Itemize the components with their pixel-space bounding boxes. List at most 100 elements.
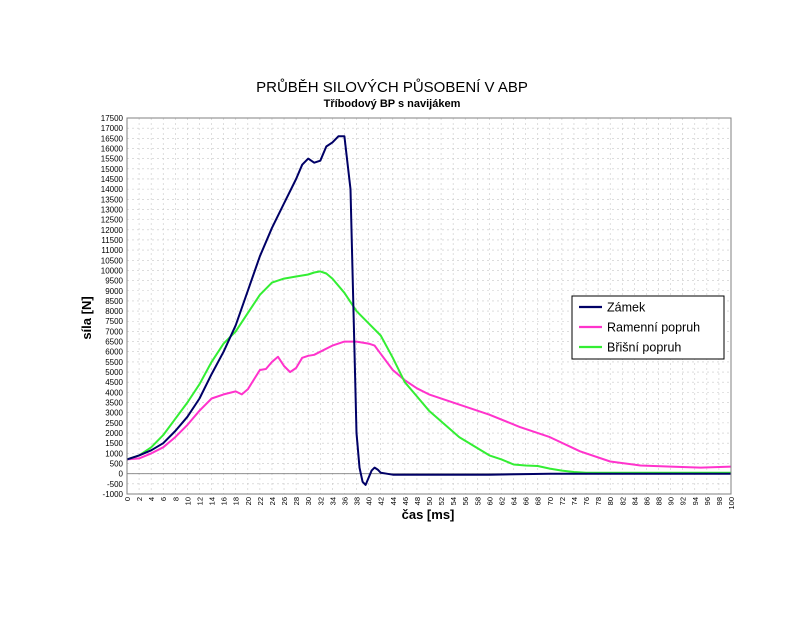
x-tick-label: 100 [727,497,736,510]
y-tick-label: 10500 [101,256,124,265]
x-tick-label: 56 [461,497,470,505]
y-tick-label: 7500 [105,317,123,326]
y-tick-label: 500 [110,460,124,469]
gridlines [126,117,732,495]
legend-label: Břišní popruh [607,341,681,355]
plot-frame [126,117,732,495]
y-tick-label: 4500 [105,378,123,387]
x-tick-label: 78 [594,497,603,505]
x-tick-label: 70 [546,497,555,505]
x-tick-label: 88 [655,497,664,505]
x-tick-label: 20 [244,497,253,505]
series-layer [126,135,732,486]
y-tick-label: 14000 [101,185,124,194]
y-tick-label: 14500 [101,175,124,184]
x-tick-label: 12 [195,497,204,505]
series-line-2 [126,340,732,469]
chart-subtitle: Tříbodový BP s navijákem [324,98,461,110]
y-tick-label: 9000 [105,287,123,296]
x-tick-label: 18 [232,497,241,505]
y-tick-label: -500 [107,480,124,489]
y-tick-label: 8500 [105,297,123,306]
x-tick-label: 64 [510,497,519,505]
x-tick-label: 50 [425,497,434,505]
chart-title: PRŮBĚH SILOVÝCH PŮSOBENÍ V ABP [256,78,528,96]
y-tick-label: 11500 [101,236,123,245]
x-tick-label: 16 [220,497,229,505]
y-tick-label: 15500 [101,155,124,164]
y-tick-label: 6000 [105,348,123,357]
x-tick-label: 86 [642,497,651,505]
x-tick-label: 60 [485,497,494,505]
x-tick-label: 46 [401,497,410,505]
x-tick-label: 84 [630,497,639,505]
y-tick-label: 3000 [105,409,123,418]
x-tick-label: 68 [534,497,543,505]
y-tick-label: 5500 [105,358,123,367]
x-tick-label: 0 [123,497,132,501]
x-tick-label: 76 [582,497,591,505]
x-tick-label: 10 [183,497,192,505]
x-tick-label: 22 [256,497,265,505]
x-tick-label: 72 [558,497,567,505]
y-tick-label: 2500 [105,419,123,428]
y-tick-label: 3500 [105,399,123,408]
x-tick-label: 74 [570,497,579,505]
x-tick-label: 34 [328,497,337,505]
y-tick-label: 10000 [101,266,124,275]
y-tick-label: 17000 [101,124,124,133]
y-tick-label: 16000 [101,144,124,153]
x-tick-label: 32 [316,497,325,505]
x-axis-ticks: 0 2 4 6 8 10 12 14 16 18 20 22 24 26 28 30 32 34 36 38 40 42 4… [123,497,736,510]
x-tick-label: 80 [606,497,615,505]
x-tick-label: 92 [679,497,688,505]
x-tick-label: 8 [171,497,180,501]
x-tick-label: 66 [522,497,531,505]
y-tick-label: 13000 [101,205,124,214]
x-tick-label: 94 [691,497,700,505]
series-line-3 [126,270,731,474]
x-tick-label: 36 [340,497,349,505]
series-line-1 [126,135,731,486]
y-tick-label: 16500 [101,134,124,143]
y-tick-label: 9500 [105,277,123,286]
y-tick-label: 12000 [101,226,124,235]
x-tick-label: 38 [353,497,362,505]
y-tick-label: 8000 [105,307,123,316]
x-axis-label: čas [ms] [402,507,455,522]
y-tick-label: -1000 [103,490,124,499]
legend: Zámek Ramenní popruh Břišní popruh [571,295,725,360]
x-tick-label: 44 [389,497,398,505]
y-tick-label: 0 [119,470,124,479]
y-tick-label: 12500 [101,216,124,225]
x-tick-label: 40 [365,497,374,505]
x-tick-label: 6 [159,497,168,501]
x-tick-label: 14 [208,497,217,505]
x-tick-label: 28 [292,497,301,505]
x-tick-label: 52 [437,497,446,505]
x-tick-label: 96 [703,497,712,505]
y-tick-label: 6500 [105,338,123,347]
x-tick-label: 82 [618,497,627,505]
legend-label: Zámek [607,301,646,315]
x-tick-label: 54 [449,497,458,505]
legend-label: Ramenní popruh [607,321,700,335]
x-tick-label: 4 [147,497,156,501]
y-tick-label: 17500 [101,114,124,123]
y-axis-label: síla [N] [79,296,94,339]
x-tick-label: 30 [304,497,313,505]
x-tick-label: 48 [413,497,422,505]
y-tick-label: 1000 [105,449,123,458]
x-tick-label: 24 [268,497,277,505]
y-tick-label: 13500 [101,195,124,204]
y-tick-label: 5000 [105,368,123,377]
y-tick-label: 11000 [101,246,123,255]
y-tick-label: 4000 [105,388,123,397]
y-tick-label: 7000 [105,327,123,336]
y-tick-label: 2000 [105,429,123,438]
x-tick-label: 26 [280,497,289,505]
y-tick-label: 1500 [105,439,123,448]
y-tick-label: 15000 [101,165,124,174]
